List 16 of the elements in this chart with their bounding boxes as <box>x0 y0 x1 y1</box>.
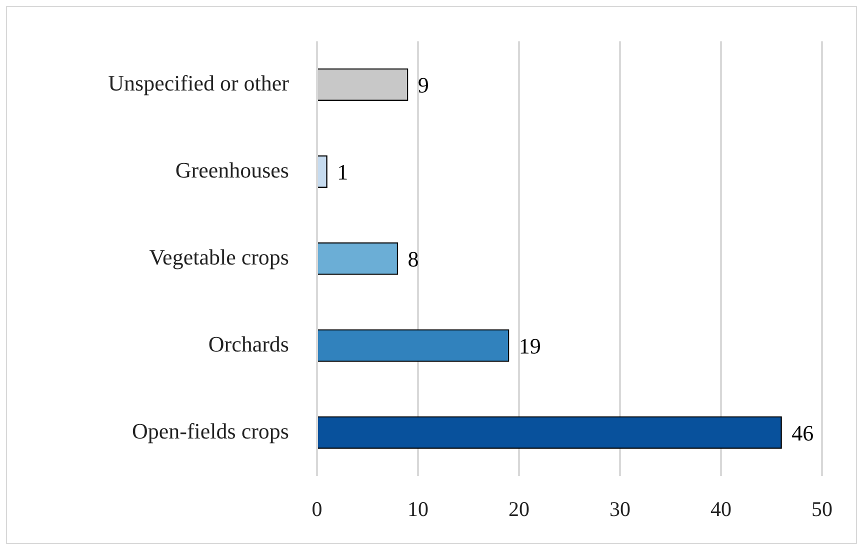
y-tick-label: Unspecified or other <box>108 70 290 96</box>
x-tick-label: 0 <box>312 497 322 522</box>
data-label: 1 <box>337 159 348 184</box>
x-tick-label: 40 <box>710 497 732 522</box>
data-label: 19 <box>518 333 541 358</box>
data-label: 46 <box>792 420 814 446</box>
y-tick-label: Orchards <box>208 331 289 356</box>
data-label: 8 <box>408 246 419 272</box>
data-label: 9 <box>418 72 429 98</box>
x-tick-label: 20 <box>508 497 530 522</box>
y-tick-label: Open-fields crops <box>132 418 289 444</box>
y-tick-label: Greenhouses <box>175 157 289 182</box>
x-tick-label: 30 <box>610 497 630 522</box>
x-tick-label: 10 <box>408 497 428 522</box>
y-tick-label: Vegetable crops <box>149 244 289 270</box>
x-tick-label: 50 <box>812 497 832 522</box>
